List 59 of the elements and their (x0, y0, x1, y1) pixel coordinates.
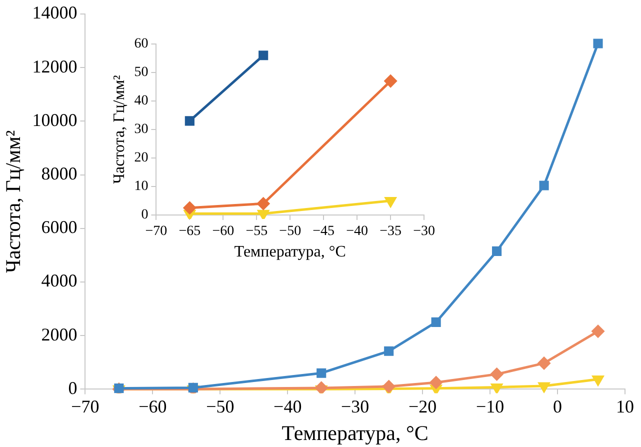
y-axis-title: Частота, Гц/мм² (110, 74, 128, 184)
x-axis-title: Температура, °C (282, 420, 428, 445)
point (491, 383, 502, 394)
y-tick-label: 30 (134, 122, 148, 138)
y-axis-title: Частота, Гц/мм² (1, 130, 26, 273)
point (258, 210, 269, 219)
y-tick-label: 8000 (41, 164, 78, 184)
point (593, 38, 603, 48)
point (384, 346, 394, 356)
point (431, 317, 441, 327)
point (384, 74, 397, 88)
y-tick-label: 10000 (32, 110, 78, 130)
y-tick-label: 40 (134, 94, 148, 109)
x-tick-label: −35 (380, 224, 402, 240)
y-tick-label: 20 (134, 150, 148, 166)
x-tick-label: 10 (616, 396, 634, 417)
x-tick-label: −60 (212, 224, 234, 240)
y-tick-label: 50 (134, 65, 148, 80)
point (257, 197, 270, 210)
y-tick-label: 60 (134, 36, 148, 52)
point (539, 180, 549, 190)
y-tick-label: 10 (134, 179, 148, 194)
point (382, 380, 396, 393)
y-tick-label: 0 (141, 208, 148, 223)
point (183, 202, 196, 214)
point (492, 246, 502, 256)
x-tick-label: −65 (178, 224, 201, 240)
x-tick-label: −30 (341, 396, 370, 417)
x-tick-label: −40 (274, 396, 302, 417)
y-tick-label: 6000 (41, 217, 78, 238)
x-tick-label: −10 (476, 396, 504, 417)
x-tick-label: −60 (138, 396, 167, 417)
y-tick-label: 0 (68, 378, 78, 398)
x-tick-label: −70 (145, 224, 168, 240)
x-tick-label: −30 (413, 224, 436, 240)
point (184, 116, 194, 126)
x-tick-label: −50 (279, 224, 302, 240)
point (538, 356, 550, 370)
x-tick-label: −40 (346, 224, 368, 240)
point (258, 50, 268, 60)
point (538, 382, 550, 392)
point (592, 376, 604, 386)
x-tick-label: −55 (246, 224, 268, 240)
y-tick-label: 12000 (32, 56, 78, 76)
y-tick-label: 4000 (41, 270, 78, 291)
x-tick-label: −70 (71, 396, 100, 417)
point (316, 368, 326, 378)
x-tick-label: −20 (408, 396, 437, 417)
point (315, 382, 328, 394)
point (592, 325, 604, 338)
point (430, 376, 442, 389)
y-tick-label: 2000 (41, 324, 78, 344)
x-axis-title: Температура, °C (234, 244, 346, 261)
point (490, 368, 504, 380)
x-tick-label: −45 (312, 224, 335, 240)
x-tick-label: 0 (553, 396, 562, 417)
x-tick-label: −50 (206, 396, 234, 417)
point (384, 197, 396, 207)
y-tick-label: 14000 (32, 2, 78, 23)
